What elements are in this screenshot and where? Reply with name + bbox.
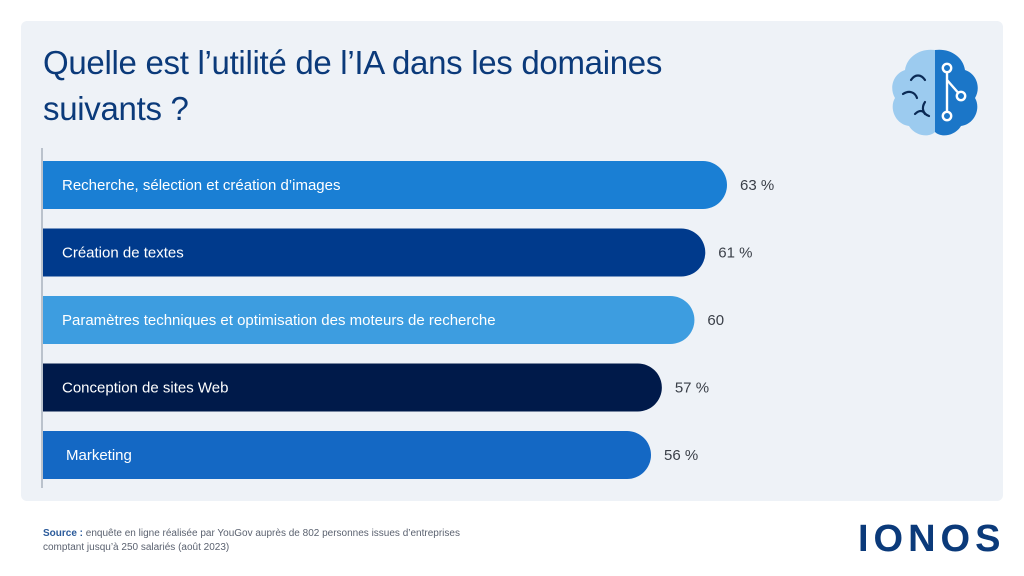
ionos-logo: IONOS — [858, 518, 1006, 560]
source-prefix: Source : — [43, 528, 84, 539]
bar — [43, 431, 651, 479]
bar — [43, 363, 662, 412]
bar-value-label: 60 — [707, 312, 724, 329]
bar-value-label: 63 % — [740, 177, 774, 194]
bar-value-label: 56 % — [664, 447, 698, 464]
bar-value-label: 57 % — [675, 380, 709, 397]
bar — [43, 296, 695, 344]
chart-title: Quelle est l’utilité de l’IA dans les do… — [43, 44, 663, 127]
bar-category-label: Création de textes — [62, 245, 184, 262]
source-text: enquête en ligne réalisée par YouGov aup… — [43, 528, 460, 553]
brain-circuit-icon — [892, 49, 978, 136]
bar-category-label: Paramètres techniques et optimisation de… — [62, 312, 496, 329]
source-note: Source : enquête en ligne réalisée par Y… — [43, 527, 483, 555]
bar-category-label: Marketing — [66, 447, 132, 464]
bar — [43, 161, 727, 209]
bar-category-label: Recherche, sélection et création d’image… — [62, 177, 340, 194]
bar — [43, 228, 706, 277]
bar-value-label: 61 % — [718, 245, 752, 262]
bar-category-label: Conception de sites Web — [62, 380, 229, 397]
